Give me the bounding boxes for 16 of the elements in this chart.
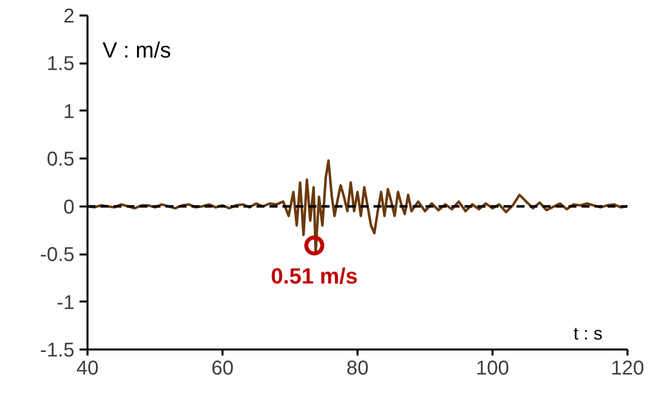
x-axis-title: t : s	[573, 324, 603, 344]
y-tick-label: 0.5	[46, 148, 75, 171]
x-tick-label: 80	[346, 358, 369, 380]
y-axis-title: V : m/s	[102, 38, 171, 62]
x-tick-label: 100	[476, 358, 510, 380]
x-tick-label: 40	[76, 358, 99, 380]
y-tick-label: 1.5	[46, 53, 75, 76]
y-tick-label: -0.5	[40, 244, 75, 266]
annotation: 0.51 m/s	[270, 263, 358, 288]
y-tick-label: -1	[56, 292, 75, 314]
y-tick-label: -1.5	[40, 340, 75, 362]
x-tick-label: 60	[211, 358, 234, 380]
x-tick-label: 120	[610, 358, 644, 380]
y-tick-label: 2	[63, 6, 74, 28]
y-tick-label: 1	[63, 100, 74, 123]
y-tick-label: 0	[63, 196, 74, 218]
